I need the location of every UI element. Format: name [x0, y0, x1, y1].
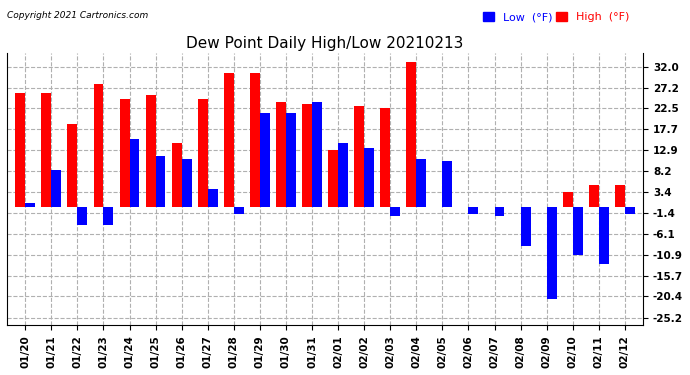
- Bar: [416, 159, 426, 207]
- Bar: [546, 207, 557, 299]
- Bar: [276, 102, 286, 207]
- Bar: [573, 207, 583, 255]
- Bar: [119, 99, 130, 207]
- Bar: [495, 207, 504, 216]
- Bar: [338, 143, 348, 207]
- Title: Dew Point Daily High/Low 20210213: Dew Point Daily High/Low 20210213: [186, 36, 464, 51]
- Bar: [599, 207, 609, 264]
- Bar: [563, 192, 573, 207]
- Bar: [68, 124, 77, 207]
- Bar: [312, 102, 322, 207]
- Bar: [380, 108, 391, 207]
- Bar: [391, 207, 400, 216]
- Bar: [155, 156, 166, 207]
- Bar: [77, 207, 87, 225]
- Bar: [198, 99, 208, 207]
- Bar: [15, 93, 26, 207]
- Bar: [250, 73, 260, 207]
- Text: Copyright 2021 Cartronics.com: Copyright 2021 Cartronics.com: [7, 11, 148, 20]
- Bar: [104, 207, 113, 225]
- Bar: [146, 95, 155, 207]
- Bar: [172, 143, 181, 207]
- Bar: [589, 185, 599, 207]
- Bar: [224, 73, 234, 207]
- Bar: [406, 62, 416, 207]
- Bar: [442, 161, 453, 207]
- Legend: Low  (°F), High  (°F): Low (°F), High (°F): [481, 10, 631, 24]
- Bar: [625, 207, 635, 213]
- Bar: [208, 189, 217, 207]
- Bar: [51, 170, 61, 207]
- Bar: [469, 207, 478, 213]
- Bar: [234, 207, 244, 213]
- Bar: [260, 112, 270, 207]
- Bar: [302, 104, 312, 207]
- Bar: [328, 150, 338, 207]
- Bar: [354, 106, 364, 207]
- Bar: [26, 202, 35, 207]
- Bar: [94, 84, 104, 207]
- Bar: [41, 93, 51, 207]
- Bar: [286, 112, 296, 207]
- Bar: [615, 185, 625, 207]
- Bar: [181, 159, 192, 207]
- Bar: [521, 207, 531, 246]
- Bar: [130, 139, 139, 207]
- Bar: [364, 148, 374, 207]
